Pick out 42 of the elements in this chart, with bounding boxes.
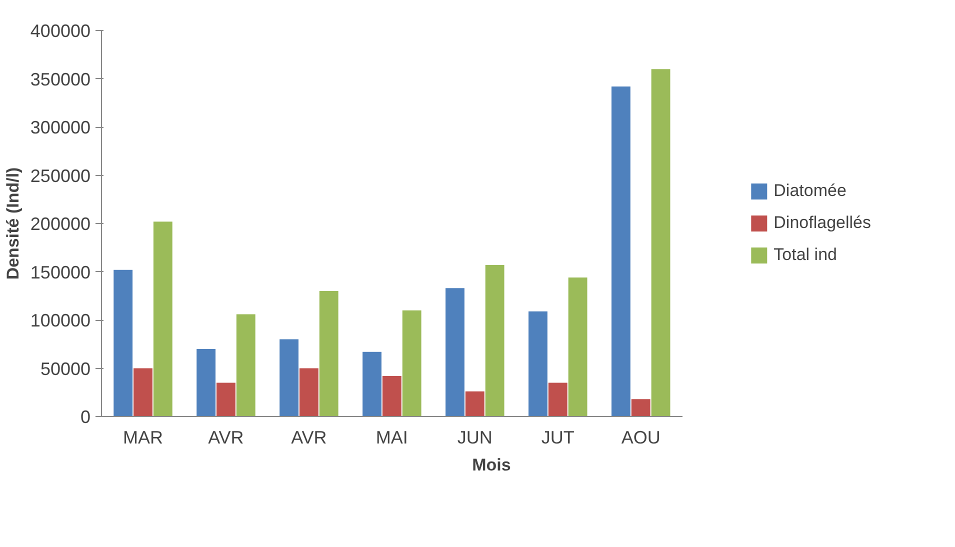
y-tick-label: 350000 bbox=[30, 69, 91, 90]
y-axis-title: Densité (Ind/l) bbox=[3, 167, 22, 280]
bar bbox=[402, 310, 422, 416]
bar bbox=[446, 288, 464, 416]
bar bbox=[485, 264, 504, 416]
x-tick-label: JUN bbox=[457, 428, 492, 448]
y-tick-label: 400000 bbox=[30, 21, 91, 41]
bar bbox=[611, 86, 630, 416]
bar bbox=[362, 352, 382, 416]
x-tick-label: MAR bbox=[122, 428, 163, 448]
bar bbox=[299, 368, 318, 416]
bar bbox=[153, 222, 172, 416]
bar bbox=[319, 291, 338, 416]
y-tick-label: 250000 bbox=[30, 166, 91, 186]
y-tick-label: 150000 bbox=[30, 262, 91, 282]
bar bbox=[236, 314, 256, 416]
bar bbox=[568, 278, 588, 416]
bar bbox=[280, 339, 298, 416]
bar bbox=[651, 69, 670, 416]
bar bbox=[114, 270, 133, 416]
x-tick-label: AVR bbox=[208, 428, 244, 448]
x-tick-label: MAI bbox=[376, 428, 408, 448]
x-axis-title: Mois bbox=[472, 456, 511, 474]
legend-label: Diatomée bbox=[774, 181, 846, 201]
bar bbox=[216, 382, 236, 416]
y-tick-label: 100000 bbox=[30, 310, 91, 330]
y-tick-label: 200000 bbox=[30, 214, 91, 234]
legend-label: Total ind bbox=[774, 245, 837, 265]
x-tick-label: AOU bbox=[621, 428, 660, 448]
bar bbox=[465, 391, 484, 416]
bar bbox=[382, 376, 402, 416]
bar bbox=[548, 382, 568, 416]
bar bbox=[134, 368, 152, 416]
legend-label: Dinoflagellés bbox=[774, 213, 871, 233]
bar bbox=[196, 348, 216, 416]
y-tick-label: 0 bbox=[80, 407, 91, 427]
bar bbox=[631, 399, 650, 416]
x-tick-label: JUT bbox=[541, 428, 574, 448]
x-tick-label: AVR bbox=[291, 428, 327, 448]
y-tick-label: 50000 bbox=[40, 358, 91, 379]
bar bbox=[528, 311, 548, 416]
y-tick-label: 300000 bbox=[30, 118, 91, 138]
